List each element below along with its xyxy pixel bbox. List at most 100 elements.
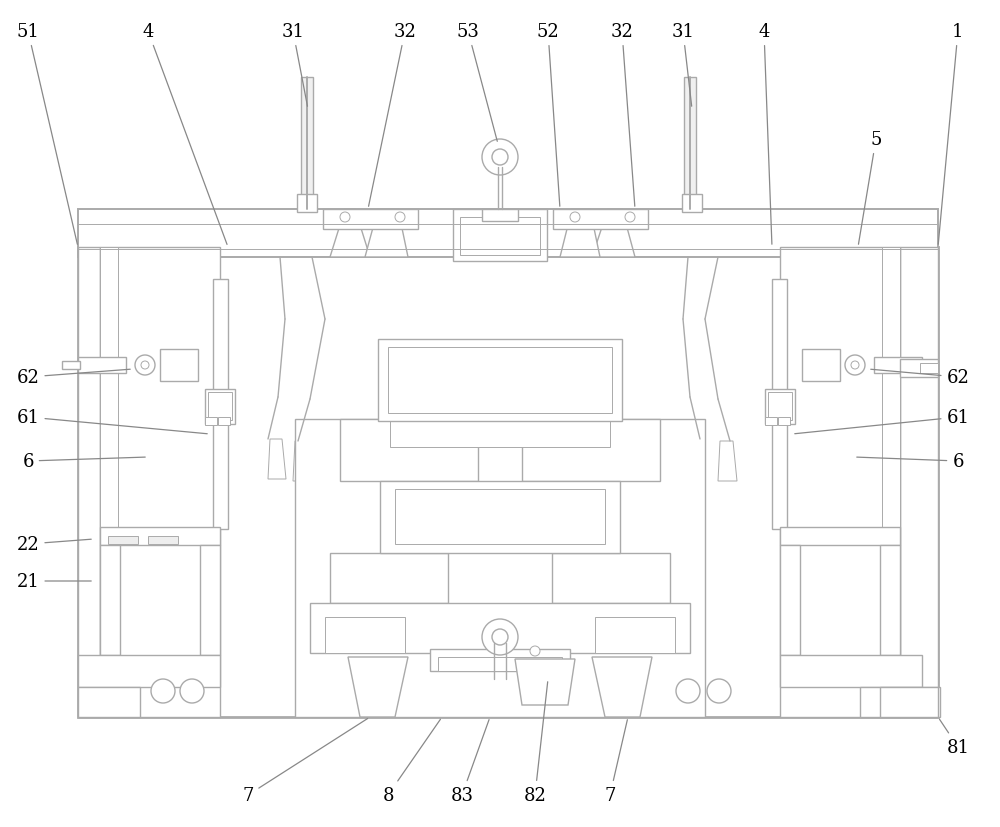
- Bar: [920, 364, 938, 374]
- Text: 82: 82: [524, 682, 548, 804]
- Text: 7: 7: [604, 719, 627, 804]
- Bar: [100, 248, 220, 717]
- Bar: [310, 603, 690, 653]
- Text: 61: 61: [795, 409, 970, 434]
- Bar: [323, 210, 418, 230]
- Bar: [205, 418, 217, 425]
- Text: 4: 4: [142, 23, 227, 245]
- Circle shape: [676, 679, 700, 703]
- Bar: [100, 248, 118, 717]
- Circle shape: [625, 213, 635, 222]
- Circle shape: [492, 629, 508, 645]
- Text: 83: 83: [451, 719, 489, 804]
- Polygon shape: [365, 210, 408, 258]
- Bar: [78, 210, 938, 258]
- Bar: [301, 78, 313, 210]
- Circle shape: [530, 646, 540, 656]
- Polygon shape: [560, 210, 600, 258]
- Bar: [205, 390, 235, 424]
- Bar: [765, 418, 777, 425]
- Bar: [78, 655, 220, 687]
- Bar: [200, 545, 220, 655]
- Bar: [208, 393, 232, 420]
- Text: 4: 4: [758, 23, 772, 245]
- Text: 7: 7: [242, 719, 368, 804]
- Text: 22: 22: [17, 535, 91, 553]
- Polygon shape: [592, 657, 652, 717]
- Polygon shape: [268, 439, 286, 480]
- Circle shape: [135, 356, 155, 375]
- Bar: [295, 419, 705, 717]
- Bar: [595, 617, 675, 653]
- Bar: [900, 248, 938, 717]
- Bar: [390, 419, 610, 447]
- Bar: [920, 361, 938, 370]
- Bar: [430, 649, 570, 672]
- Bar: [100, 528, 220, 545]
- Circle shape: [482, 619, 518, 655]
- Bar: [297, 195, 317, 213]
- Polygon shape: [293, 442, 312, 481]
- Bar: [882, 248, 900, 717]
- Polygon shape: [684, 439, 700, 480]
- Text: 61: 61: [17, 409, 207, 434]
- Bar: [802, 350, 840, 381]
- Bar: [213, 280, 228, 529]
- Text: 5: 5: [858, 131, 882, 245]
- Bar: [78, 357, 126, 374]
- Bar: [780, 528, 900, 545]
- Text: 31: 31: [282, 23, 307, 108]
- Bar: [768, 393, 792, 420]
- Bar: [522, 419, 660, 481]
- Circle shape: [141, 361, 149, 370]
- Text: 32: 32: [611, 23, 635, 207]
- Bar: [682, 195, 702, 213]
- Bar: [325, 617, 405, 653]
- Bar: [378, 340, 622, 422]
- Bar: [100, 545, 120, 655]
- Bar: [880, 687, 938, 717]
- Polygon shape: [515, 659, 575, 705]
- Bar: [552, 553, 670, 603]
- Text: 1: 1: [938, 23, 964, 245]
- Bar: [772, 280, 787, 529]
- Bar: [780, 655, 922, 687]
- Bar: [78, 687, 140, 717]
- Text: 6: 6: [857, 452, 964, 471]
- Bar: [780, 545, 800, 655]
- Text: 31: 31: [672, 23, 694, 108]
- Text: 51: 51: [17, 23, 77, 245]
- Circle shape: [845, 356, 865, 375]
- Text: 8: 8: [382, 719, 440, 804]
- Bar: [482, 210, 518, 222]
- Circle shape: [707, 679, 731, 703]
- Bar: [460, 218, 540, 256]
- Text: 62: 62: [17, 369, 130, 386]
- Bar: [453, 210, 547, 261]
- Bar: [148, 537, 178, 544]
- Circle shape: [851, 361, 859, 370]
- Bar: [880, 545, 900, 655]
- Bar: [380, 481, 620, 553]
- Text: 6: 6: [22, 452, 145, 471]
- Bar: [78, 248, 938, 717]
- Bar: [388, 347, 612, 414]
- Bar: [860, 687, 940, 717]
- Polygon shape: [330, 210, 370, 258]
- Circle shape: [180, 679, 204, 703]
- Polygon shape: [348, 657, 408, 717]
- Text: 21: 21: [17, 572, 91, 590]
- Bar: [330, 553, 448, 603]
- Bar: [108, 537, 138, 544]
- Bar: [340, 419, 478, 481]
- Bar: [395, 490, 605, 544]
- Text: 62: 62: [871, 369, 969, 386]
- Bar: [218, 418, 230, 425]
- Bar: [874, 357, 922, 374]
- Bar: [780, 248, 900, 717]
- Bar: [778, 418, 790, 425]
- Text: 81: 81: [940, 719, 970, 756]
- Polygon shape: [592, 210, 635, 258]
- Circle shape: [492, 150, 508, 165]
- Polygon shape: [718, 442, 737, 481]
